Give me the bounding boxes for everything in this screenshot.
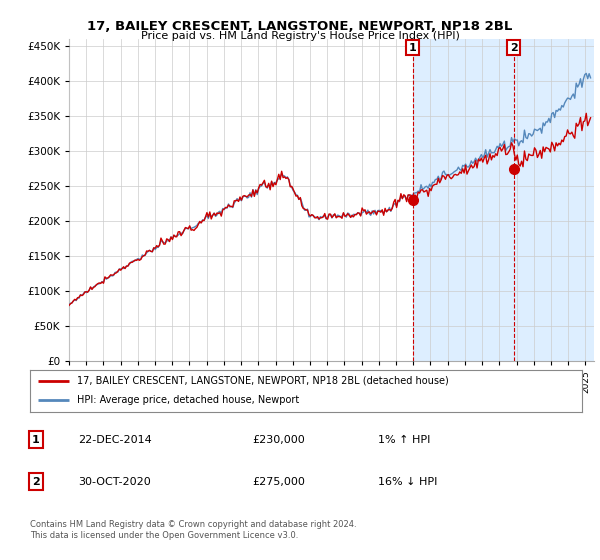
Text: 22-DEC-2014: 22-DEC-2014 bbox=[78, 435, 152, 445]
Text: 30-OCT-2020: 30-OCT-2020 bbox=[78, 477, 151, 487]
Text: 17, BAILEY CRESCENT, LANGSTONE, NEWPORT, NP18 2BL (detached house): 17, BAILEY CRESCENT, LANGSTONE, NEWPORT,… bbox=[77, 376, 449, 386]
Text: 16% ↓ HPI: 16% ↓ HPI bbox=[378, 477, 437, 487]
Text: Contains HM Land Registry data © Crown copyright and database right 2024.: Contains HM Land Registry data © Crown c… bbox=[30, 520, 356, 529]
Bar bbox=[514, 39, 594, 361]
Text: HPI: Average price, detached house, Newport: HPI: Average price, detached house, Newp… bbox=[77, 395, 299, 405]
Bar bbox=[413, 39, 514, 361]
Text: 1: 1 bbox=[409, 43, 416, 53]
Text: 1: 1 bbox=[32, 435, 40, 445]
Text: This data is licensed under the Open Government Licence v3.0.: This data is licensed under the Open Gov… bbox=[30, 531, 298, 540]
Text: £230,000: £230,000 bbox=[252, 435, 305, 445]
Text: 17, BAILEY CRESCENT, LANGSTONE, NEWPORT, NP18 2BL: 17, BAILEY CRESCENT, LANGSTONE, NEWPORT,… bbox=[88, 20, 512, 32]
Text: 1% ↑ HPI: 1% ↑ HPI bbox=[378, 435, 430, 445]
Text: Price paid vs. HM Land Registry's House Price Index (HPI): Price paid vs. HM Land Registry's House … bbox=[140, 31, 460, 41]
Text: 2: 2 bbox=[510, 43, 517, 53]
Text: £275,000: £275,000 bbox=[252, 477, 305, 487]
Text: 2: 2 bbox=[32, 477, 40, 487]
